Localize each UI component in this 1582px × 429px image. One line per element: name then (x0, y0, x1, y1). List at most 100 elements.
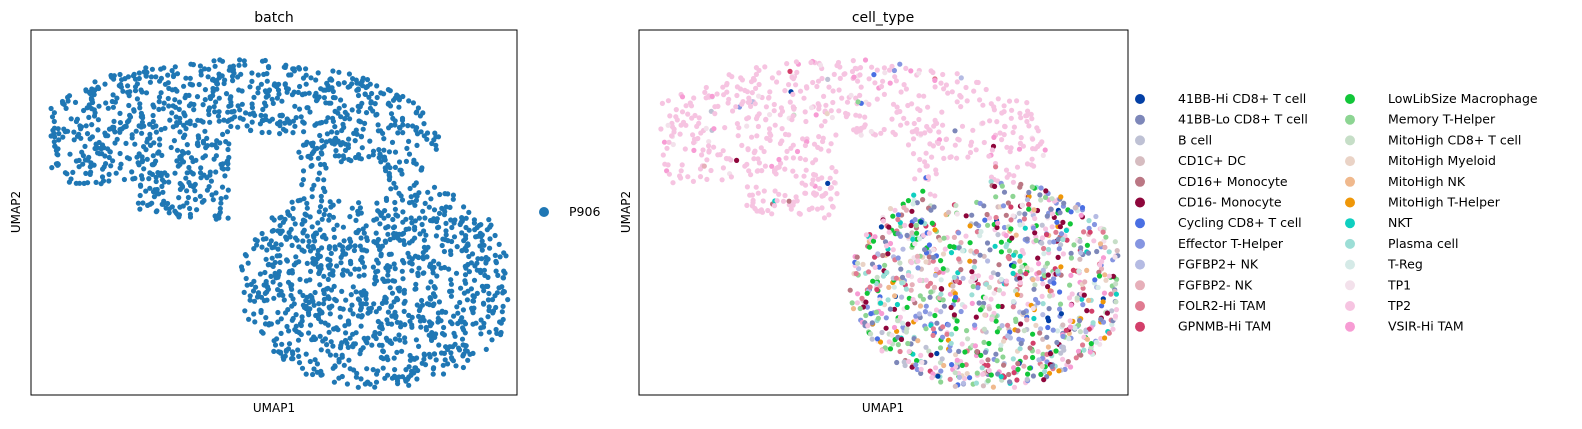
batch-point (269, 228, 275, 234)
cell-point (882, 239, 889, 245)
batch-point (489, 297, 496, 303)
batch-point (441, 264, 448, 271)
cell-point (790, 91, 796, 97)
batch-point (361, 272, 367, 278)
batch-point (409, 314, 415, 320)
batch-point (176, 106, 182, 112)
cell-point (904, 304, 910, 310)
batch-point (200, 140, 207, 146)
batch-point (463, 265, 469, 271)
batch-point (248, 127, 254, 134)
cell-point (1024, 197, 1031, 203)
cell-point (939, 109, 945, 115)
cell-point (1016, 146, 1023, 152)
cell-point (897, 108, 903, 115)
batch-point (147, 185, 153, 191)
batch-point (391, 235, 397, 241)
batch-point (395, 130, 401, 136)
batch-point (350, 311, 356, 317)
cell-point (869, 320, 875, 326)
batch-point (49, 165, 55, 171)
batch-point (259, 129, 265, 136)
batch-point (346, 156, 352, 163)
batch-point (425, 285, 431, 291)
cell-point (1006, 248, 1013, 254)
batch-point (311, 366, 317, 372)
legend-marker (1135, 94, 1145, 104)
cell-point (720, 148, 726, 154)
cell-point (811, 141, 818, 147)
batch-point (323, 119, 329, 125)
cell-point (912, 176, 918, 182)
cell-point (1043, 226, 1049, 232)
batch-point (333, 352, 339, 358)
cell-point (994, 358, 1000, 364)
batch-point (358, 323, 364, 329)
cell-point (925, 174, 932, 180)
cell-point (1040, 336, 1046, 342)
cell-point (872, 80, 878, 86)
batch-point (292, 235, 299, 241)
batch-point (290, 130, 296, 136)
batch-point (399, 197, 406, 203)
batch-point (406, 364, 412, 370)
cell-point (788, 206, 794, 212)
cell-point (967, 375, 973, 381)
legend-label: LowLibSize Macrophage (1388, 91, 1538, 106)
cell-point (704, 176, 710, 182)
batch-point (410, 100, 416, 106)
batch-point (264, 289, 270, 295)
cell-point (1076, 268, 1082, 274)
batch-point (212, 213, 218, 219)
cell-point (1030, 277, 1036, 283)
cell-point (744, 123, 750, 129)
cell-point (948, 250, 955, 256)
cell-point (685, 111, 691, 117)
batch-point (433, 146, 439, 152)
batch-point (218, 196, 224, 202)
cell-point (1084, 308, 1090, 314)
batch-point (192, 196, 198, 203)
batch-point (132, 88, 139, 94)
cell-point (886, 224, 892, 230)
cell-point (1030, 340, 1036, 346)
batch-point (292, 103, 298, 109)
cell-point (677, 173, 683, 179)
cell-point (980, 371, 986, 377)
batch-point (409, 268, 415, 274)
cell-point (951, 244, 957, 250)
batch-point (264, 247, 270, 253)
cell-point (994, 224, 1000, 231)
cell-point (1086, 225, 1092, 231)
batch-point (321, 143, 327, 149)
batch-point (147, 131, 153, 137)
cell-point (967, 240, 973, 246)
batch-point (258, 81, 264, 87)
cell-point (895, 231, 901, 237)
cell-point (1106, 273, 1112, 279)
batch-point (367, 381, 373, 387)
batch-point (337, 305, 343, 311)
cell-point (1035, 349, 1041, 355)
batch-point (129, 132, 135, 138)
batch-point (410, 355, 416, 362)
cell-point (719, 177, 725, 183)
batch-point (433, 357, 439, 363)
batch-point (249, 70, 255, 76)
batch-point (155, 150, 161, 156)
batch-point (279, 98, 285, 104)
batch-point (448, 217, 454, 223)
batch-point (370, 152, 376, 158)
legend-marker (1135, 176, 1145, 187)
batch-point (475, 256, 481, 262)
batch-point (99, 174, 106, 180)
cell-point (905, 142, 912, 148)
cell-point (1024, 265, 1030, 271)
cell-point (787, 99, 793, 105)
batch-point (320, 338, 326, 344)
batch-point (120, 88, 126, 94)
cell-point (886, 284, 892, 290)
batch-point (431, 301, 437, 307)
cell-point (1003, 212, 1009, 218)
batch-point (166, 103, 172, 109)
